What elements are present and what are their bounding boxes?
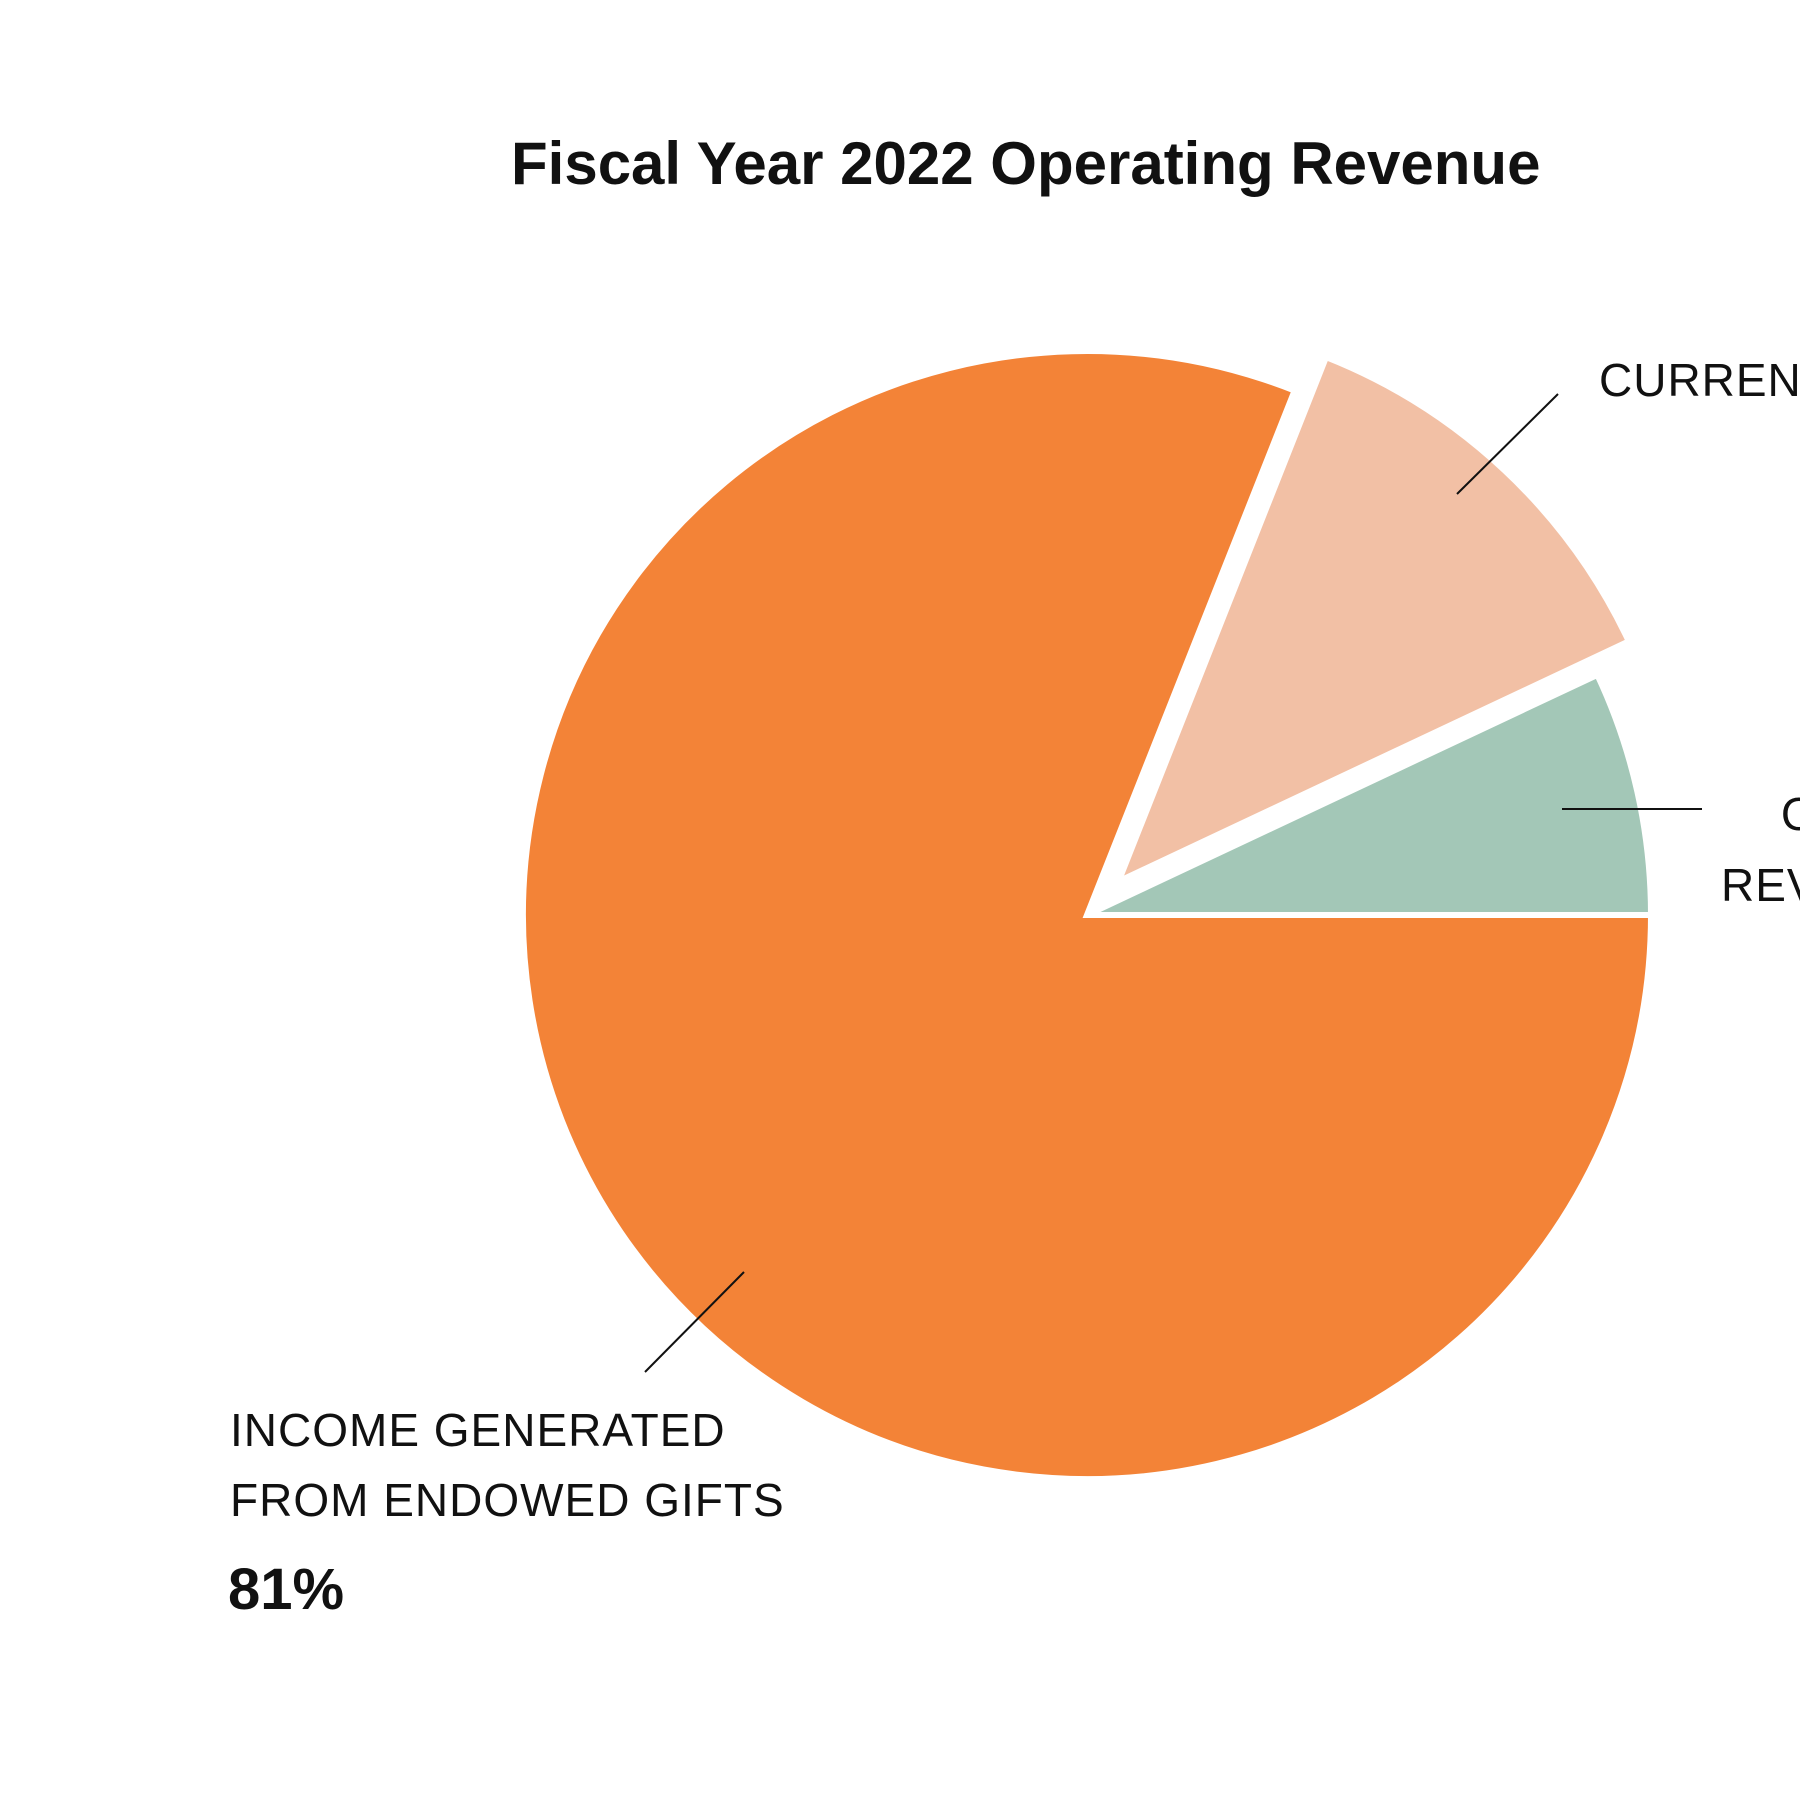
leader-line-current [1456,393,1559,495]
slice-label-endowed-line1: INCOME GENERATED [230,1404,726,1456]
slice-current-use [1112,353,1633,888]
slice-label-current-line1: CURREN [1599,354,1800,406]
chart-title: Fiscal Year 2022 Operating Revenue [511,130,1540,197]
slice-endowed [520,348,1655,1482]
slice-value-endowed: 81% [228,1557,344,1622]
slice-label-endowed-line2: FROM ENDOWED GIFTS [230,1474,785,1526]
slice-label-other-line1: O [1781,788,1800,840]
slice-other [1085,670,1655,918]
slice-label-other-line2: REV [1721,859,1800,911]
leader-line-endowed [644,1271,745,1373]
